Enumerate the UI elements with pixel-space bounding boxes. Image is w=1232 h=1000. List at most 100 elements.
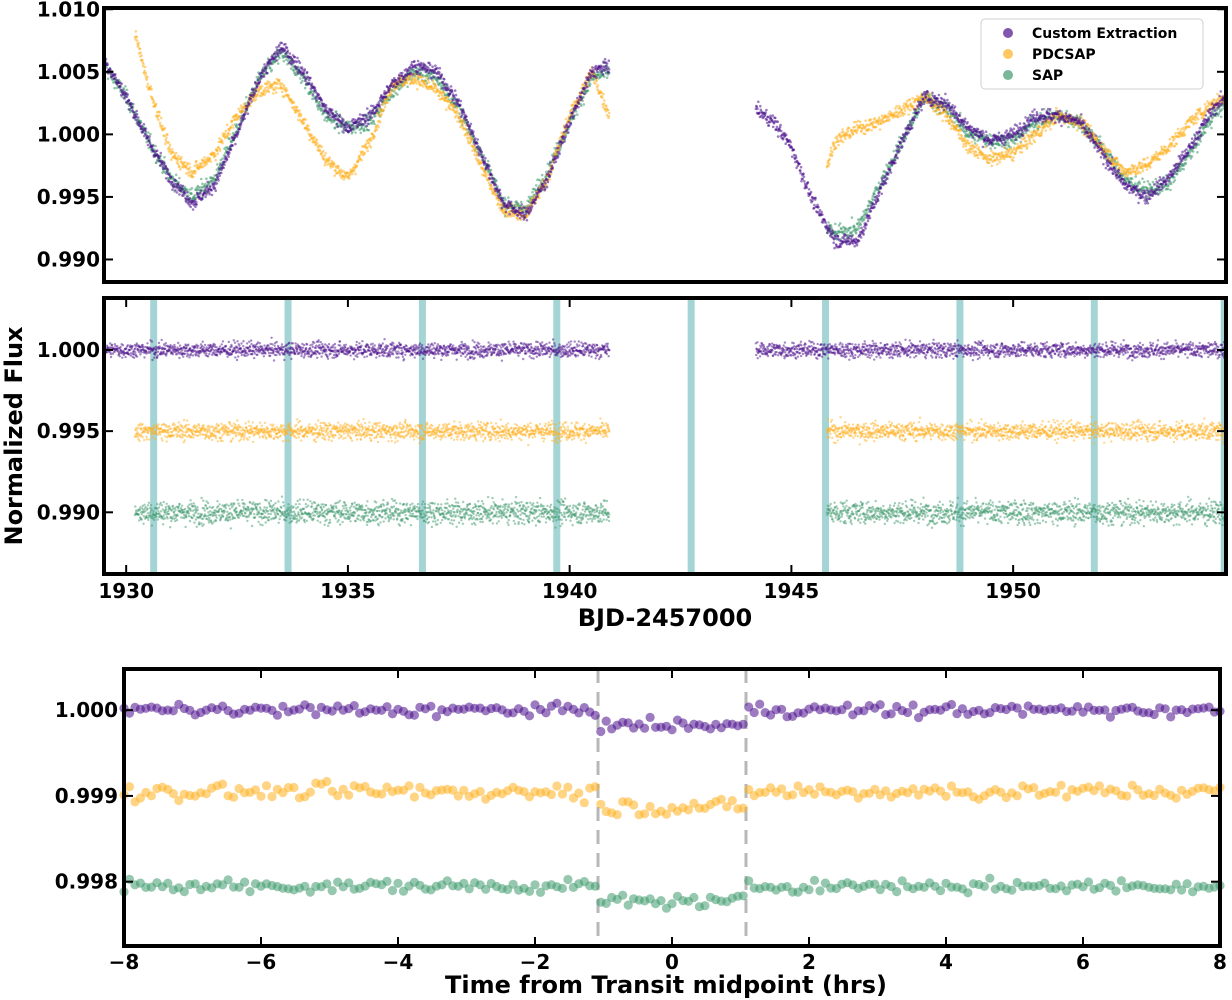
raw-point-custom xyxy=(274,51,277,54)
raw-point-pdcsap xyxy=(299,113,303,116)
raw-point-pdcsap xyxy=(455,106,459,110)
raw-point-pdcsap xyxy=(386,97,390,101)
raw-point-pdcsap xyxy=(1036,129,1040,132)
raw-point-sap xyxy=(205,177,208,180)
raw-point-pdcsap xyxy=(896,115,900,118)
raw-point-pdcsap xyxy=(1003,157,1006,161)
raw-point-pdcsap xyxy=(178,165,181,168)
raw-point-custom xyxy=(280,41,284,45)
raw-point-custom xyxy=(276,51,280,55)
raw-point-sap xyxy=(1130,177,1134,180)
raw-point-custom xyxy=(244,110,247,114)
raw-point-sap xyxy=(186,188,189,192)
raw-point-sap xyxy=(845,230,848,234)
raw-point-pdcsap xyxy=(1168,149,1171,153)
raw-point-sap xyxy=(1217,112,1220,115)
raw-point-pdcsap xyxy=(1198,107,1202,110)
raw-point-pdcsap xyxy=(1020,151,1024,154)
raw-point-pdcsap xyxy=(1040,129,1044,132)
raw-point-pdcsap xyxy=(1044,129,1048,132)
raw-point-sap xyxy=(862,218,866,222)
raw-point-pdcsap xyxy=(135,35,138,39)
raw-point-pdcsap xyxy=(1014,151,1017,155)
raw-point-pdcsap xyxy=(1016,142,1019,146)
raw-point-custom xyxy=(163,162,166,165)
raw-point-custom xyxy=(284,42,287,46)
raw-point-pdcsap xyxy=(487,181,491,185)
raw-point-pdcsap xyxy=(474,148,478,151)
raw-point-pdcsap xyxy=(874,125,878,129)
raw-point-pdcsap xyxy=(383,105,387,108)
raw-point-pdcsap xyxy=(870,129,873,132)
raw-point-pdcsap xyxy=(260,84,264,88)
raw-point-pdcsap xyxy=(1055,106,1058,110)
raw-point-sap xyxy=(1134,175,1137,178)
raw-point-sap xyxy=(858,220,861,224)
raw-point-sap xyxy=(284,58,288,62)
raw-point-sap xyxy=(316,108,320,111)
raw-point-pdcsap xyxy=(224,129,228,133)
raw-point-sap xyxy=(486,159,490,163)
raw-point-custom xyxy=(237,130,240,134)
raw-point-pdcsap xyxy=(867,127,871,131)
raw-point-custom xyxy=(134,118,138,122)
raw-point-sap xyxy=(859,223,862,226)
raw-point-pdcsap xyxy=(1146,156,1149,160)
raw-point-custom xyxy=(222,166,225,170)
raw-point-sap xyxy=(871,194,875,198)
raw-point-pdcsap xyxy=(280,90,284,94)
raw-point-pdcsap xyxy=(225,123,229,127)
raw-point-custom xyxy=(220,171,223,175)
raw-point-custom xyxy=(286,49,290,52)
raw-point-pdcsap xyxy=(964,144,968,148)
raw-point-pdcsap xyxy=(232,126,235,129)
raw-point-custom xyxy=(311,93,315,96)
raw-point-pdcsap xyxy=(1206,104,1210,108)
raw-point-sap xyxy=(967,135,971,139)
raw-point-sap xyxy=(1146,186,1149,190)
raw-point-pdcsap xyxy=(323,163,327,167)
raw-point-pdcsap xyxy=(594,82,597,85)
raw-point-sap xyxy=(348,120,351,124)
raw-point-sap xyxy=(586,89,590,92)
raw-point-custom xyxy=(250,100,253,103)
raw-point-sap xyxy=(221,157,224,160)
raw-point-pdcsap xyxy=(1023,136,1027,139)
raw-point-pdcsap xyxy=(963,137,967,140)
raw-point-sap xyxy=(337,131,341,135)
raw-point-custom xyxy=(218,174,221,177)
raw-point-pdcsap xyxy=(327,159,331,162)
raw-point-pdcsap xyxy=(950,114,953,118)
raw-point-custom xyxy=(128,108,131,111)
raw-point-pdcsap xyxy=(351,172,354,176)
raw-point-custom xyxy=(326,115,330,119)
raw-point-pdcsap xyxy=(455,114,458,117)
raw-point-pdcsap xyxy=(1012,156,1015,159)
raw-point-custom xyxy=(263,63,266,66)
raw-point-pdcsap xyxy=(1000,151,1004,154)
raw-point-sap xyxy=(531,190,534,194)
raw-point-pdcsap xyxy=(828,162,831,166)
raw-point-sap xyxy=(360,126,364,130)
raw-point-custom xyxy=(144,127,148,130)
raw-point-pdcsap xyxy=(1191,114,1194,118)
raw-point-pdcsap xyxy=(437,94,441,98)
raw-point-sap xyxy=(292,69,296,72)
raw-point-custom xyxy=(120,82,123,86)
raw-point-sap xyxy=(1067,125,1070,129)
raw-point-custom xyxy=(310,82,314,85)
raw-point-sap xyxy=(369,118,373,122)
raw-point-pdcsap xyxy=(947,115,950,118)
raw-point-sap xyxy=(113,86,116,90)
raw-point-custom xyxy=(146,143,150,147)
raw-point-pdcsap xyxy=(307,124,310,128)
raw-point-custom xyxy=(189,205,192,209)
raw-point-custom xyxy=(213,186,217,190)
raw-point-pdcsap xyxy=(163,127,167,130)
raw-point-custom xyxy=(181,184,185,188)
raw-point-sap xyxy=(330,121,334,124)
raw-point-pdcsap xyxy=(209,160,213,163)
raw-point-sap xyxy=(370,122,374,125)
